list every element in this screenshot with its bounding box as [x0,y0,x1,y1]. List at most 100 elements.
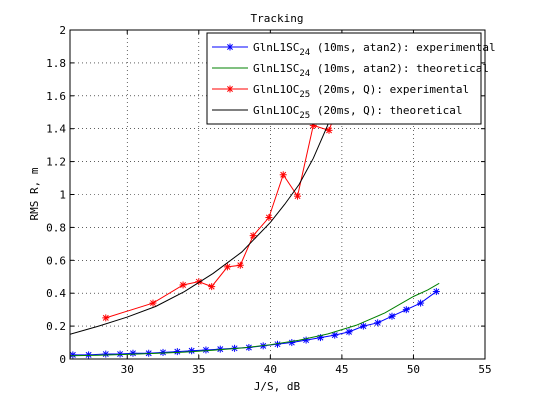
marker-stroke [102,314,109,321]
series-1-point [345,328,353,336]
y-tick-label: 0.8 [46,221,66,234]
series-3-point [223,263,231,271]
legend-label: GlnL1SC24 (10ms, atan2): theoretical [253,62,489,79]
marker-stroke [85,351,92,358]
series-3-point [249,232,257,240]
series-layer [70,92,440,359]
marker-stroke [150,300,156,307]
series-3-point [149,299,157,307]
marker-stroke [227,86,233,92]
y-axis-label: RMS R, m [28,167,41,220]
series-3-point [208,283,216,291]
marker-stroke [280,171,287,178]
x-tick-label: 35 [192,363,205,376]
marker-stroke [180,281,187,288]
series-1-point [159,348,167,356]
series-1-point [359,322,367,330]
chart-title: Tracking [251,12,304,25]
grid [70,30,485,359]
marker-stroke [102,351,109,358]
marker-stroke [417,300,424,307]
marker-stroke [346,328,353,335]
series-1-point [402,306,410,314]
x-tick-label: 50 [407,363,420,376]
x-tick-label: 55 [478,363,491,376]
y-tick-label: 1 [59,189,66,202]
marker-stroke [265,214,272,221]
series-1-point [116,350,124,358]
marker-stroke [331,332,338,339]
legend-swatch-marker [226,43,234,51]
series-2-line [70,282,440,357]
marker-stroke [70,351,76,358]
series-3-line [105,95,343,319]
y-tick-label: 0 [59,353,66,366]
y-tick-label: 2 [59,24,66,37]
marker-stroke [224,263,231,270]
marker-stroke [326,127,332,134]
y-tick-label: 1.8 [46,57,66,70]
marker-stroke [160,349,166,356]
marker-stroke [117,351,124,358]
series-1-point [374,319,382,327]
series-1-point [388,312,396,320]
series-1-point [417,299,425,307]
legend-swatch-marker [226,85,234,93]
series-1-point [302,336,310,344]
plot-content [70,92,440,359]
series-3-point [102,314,110,322]
y-tick-label: 1.2 [46,156,66,169]
series-1-point [331,331,339,339]
ticks: 30 35 40 45 50 55 0 0.2 0.4 0.6 0.8 1 1.2 1.4 1.6 1.8 2 [46,24,492,376]
series-1-point [85,351,93,359]
marker-stroke [250,232,257,239]
series-1-point [188,347,196,355]
series-4 [70,95,337,335]
marker-stroke [208,283,215,290]
marker-stroke [433,288,440,295]
series-3-point [236,261,244,269]
series-3-point [279,171,287,179]
marker-stroke [202,346,209,353]
marker-stroke [237,262,244,269]
marker-stroke [274,341,281,348]
legend-label: GlnL1SC24 (10ms, atan2): experimental [253,41,496,58]
marker-stroke [294,193,301,200]
legend: GlnL1SC24 (10ms, atan2): experimental Gln… [206,32,496,125]
series-3-point [265,214,273,222]
series-1-point [70,351,77,359]
x-tick-label: 40 [264,363,277,376]
marker-stroke [217,346,224,353]
series-3-point [294,192,302,200]
marker-stroke [374,319,381,326]
y-tick-label: 0.2 [46,320,66,333]
series-1-point [288,339,296,347]
legend-item-2: GlnL1SC24 (10ms, atan2): theoretical [212,62,489,79]
marker-stroke [317,334,324,341]
marker-stroke [389,313,395,320]
series-4-line [70,95,337,335]
legend-label: GlnL1OC25 (20ms, Q): experimental [253,83,469,100]
x-axis-label: J/S, dB [254,380,301,393]
y-tick-label: 1.4 [46,123,66,136]
series-1-point [202,346,210,354]
marker-stroke [188,347,195,354]
marker-stroke [174,348,181,355]
legend-item-4: GlnL1OC25 (20ms, Q): theoretical [212,104,463,121]
legend-item-1: GlnL1SC24 (10ms, atan2): experimental [212,41,496,58]
series-3 [102,92,346,322]
series-1-point [129,349,137,357]
legend-label: GlnL1OC25 (20ms, Q): theoretical [253,104,463,121]
legend-box [206,32,482,125]
series-3-point [179,281,187,289]
series-3-point [325,126,333,134]
series-2 [70,282,440,357]
x-tick-label: 30 [121,363,134,376]
series-1-point [432,288,440,296]
marker-stroke [360,323,367,330]
marker-stroke [129,350,136,357]
marker-stroke [403,306,410,313]
series-1-point [173,348,181,356]
series-1-point [102,350,110,358]
